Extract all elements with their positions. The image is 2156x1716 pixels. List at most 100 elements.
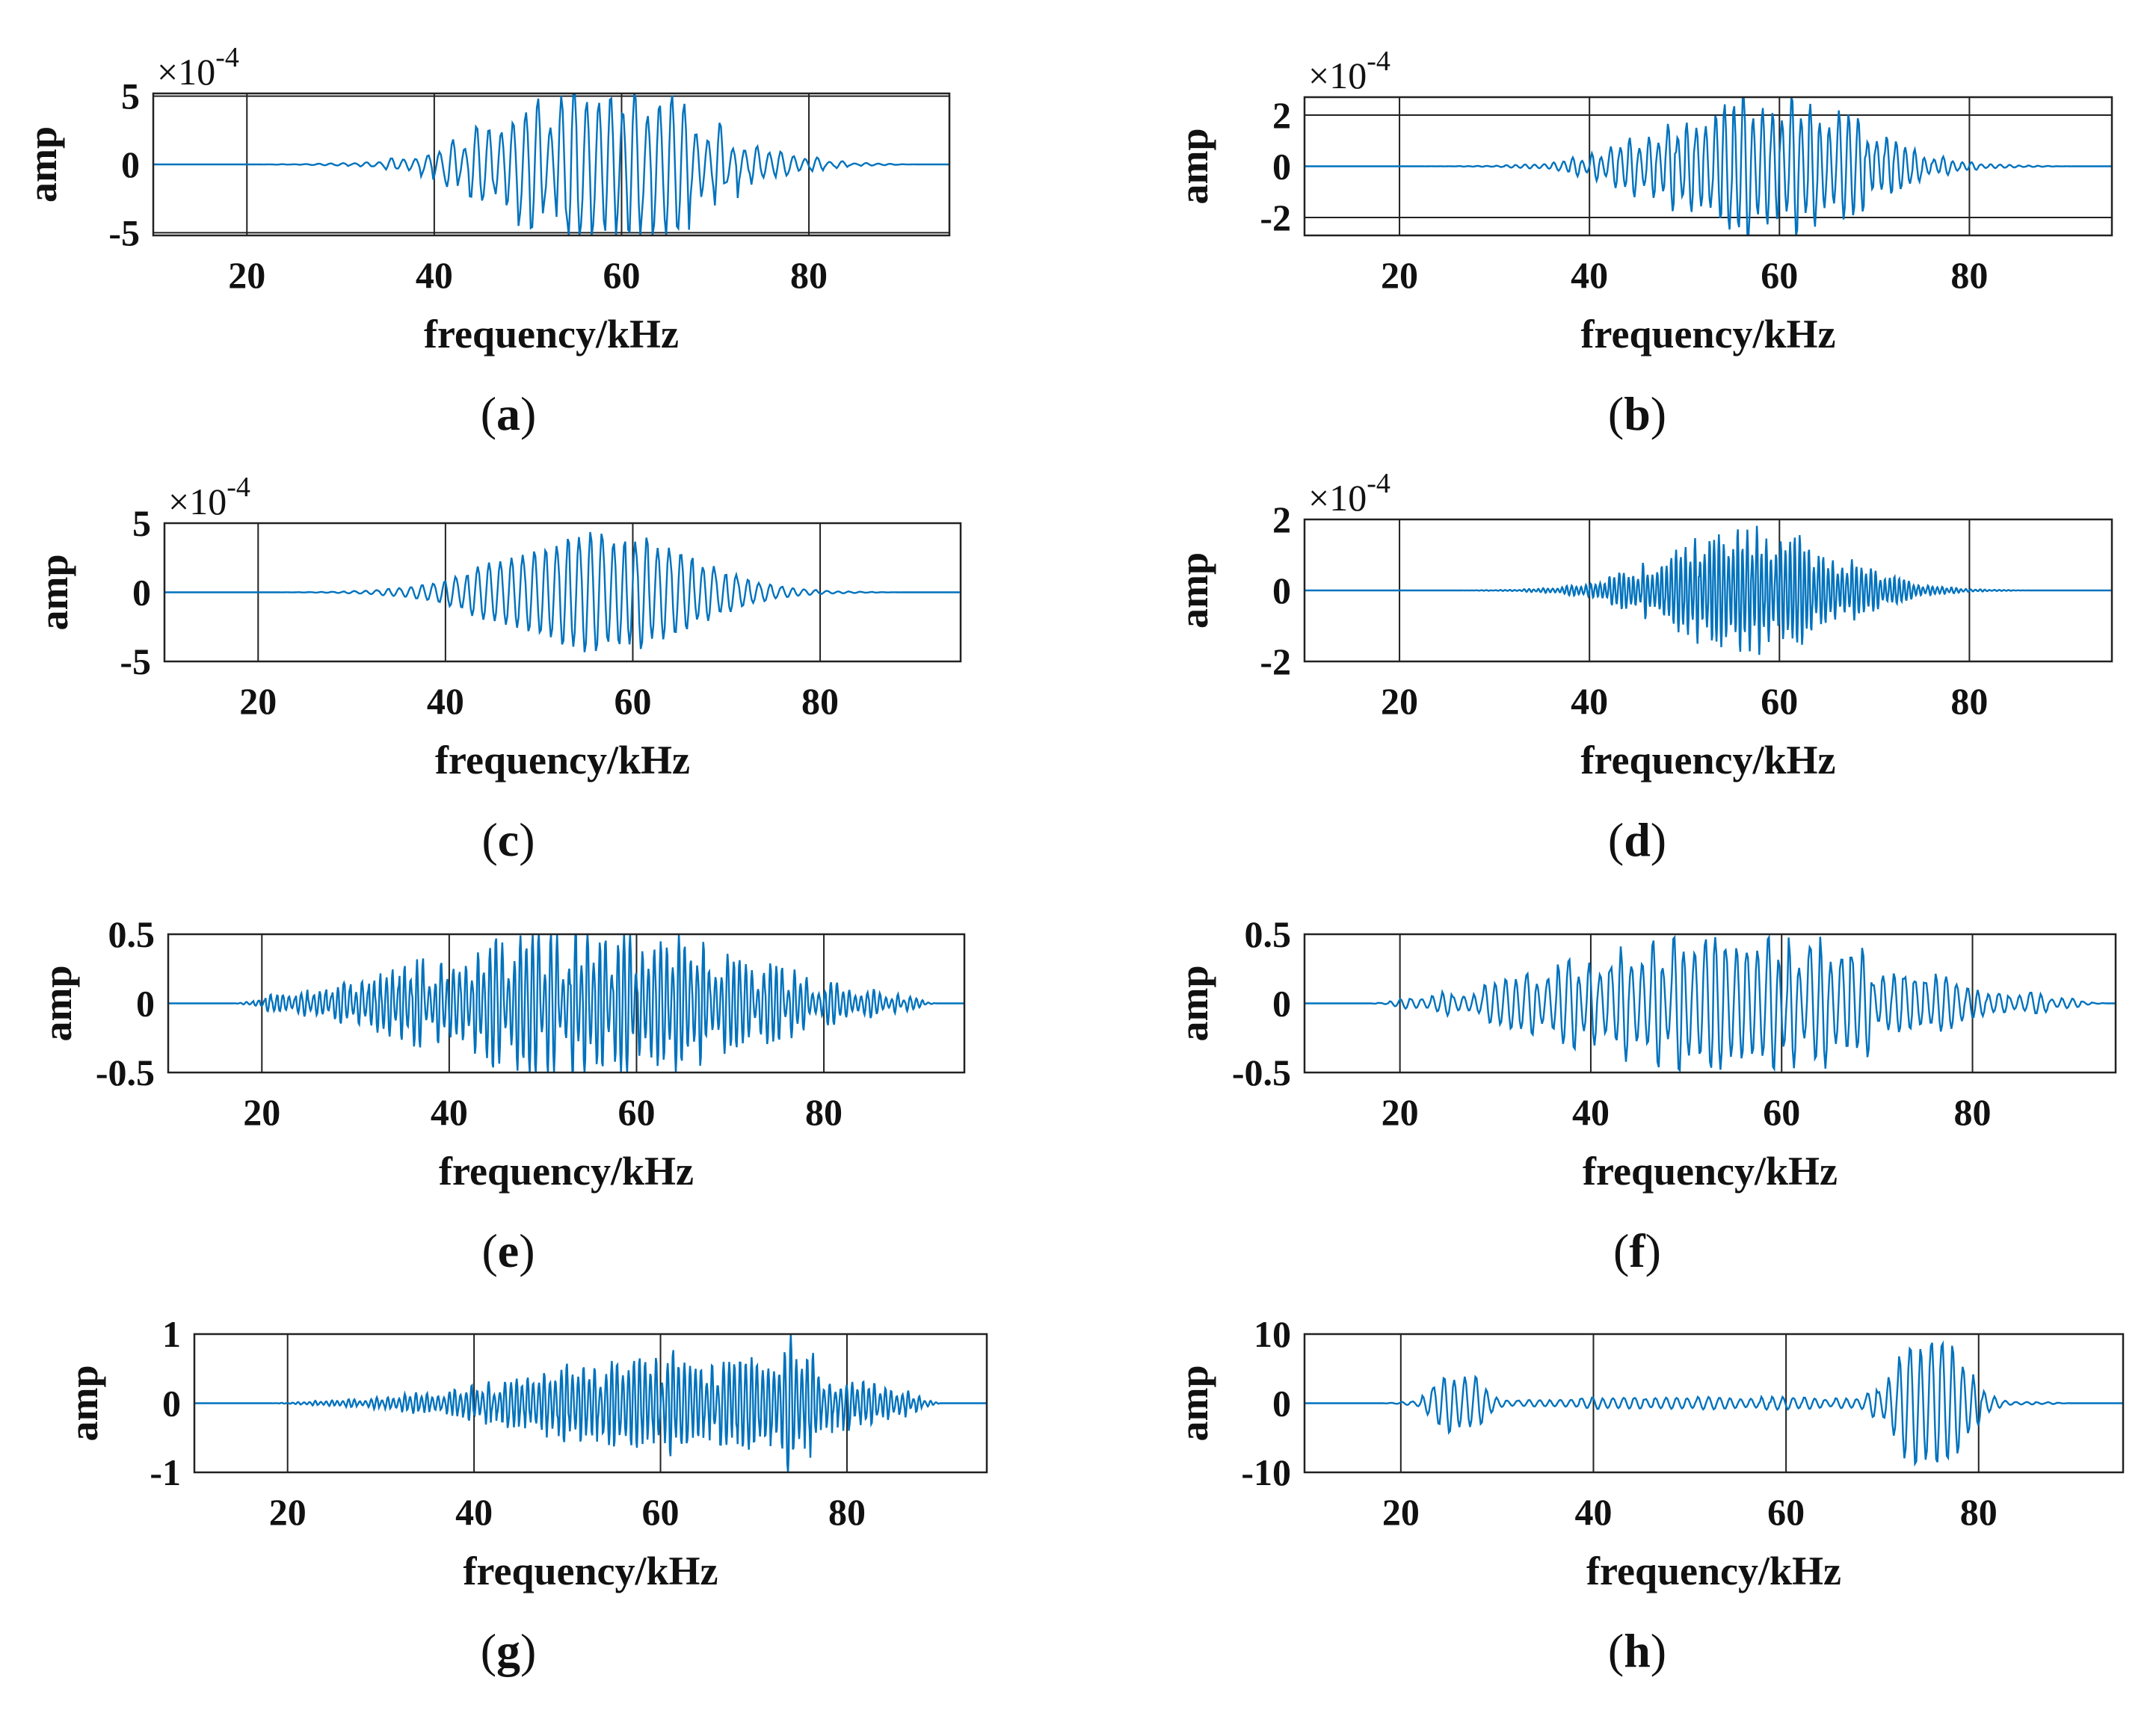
panel-label: (a) [481, 387, 537, 440]
plot-frame [163, 522, 962, 663]
x-axis-label: frequency/kHz [435, 738, 690, 783]
y-tick-label: -1 [150, 1451, 181, 1493]
x-tick-label: 60 [603, 254, 640, 296]
x-tick-label: 20 [243, 1091, 280, 1133]
signal-line-b [1305, 97, 2112, 235]
plot-frame [152, 92, 951, 237]
scale-exponent: -4 [1367, 468, 1390, 499]
panel-label: (f) [1613, 1224, 1661, 1277]
y-tick-label: 0 [1272, 1383, 1291, 1425]
x-tick-label: 60 [614, 680, 651, 722]
x-tick-label: 80 [1960, 1491, 1998, 1533]
x-tick-label: 80 [790, 254, 828, 296]
plot-frame [1303, 518, 2113, 663]
x-tick-label: 80 [828, 1491, 866, 1533]
plot-frame [1303, 96, 2113, 237]
y-tick-label: -0.5 [96, 1052, 155, 1093]
x-tick-label: 20 [1382, 1491, 1420, 1533]
y-tick-label: 0 [162, 1383, 181, 1425]
x-tick-label: 40 [1571, 254, 1608, 296]
x-tick-label: 20 [228, 254, 265, 296]
scale-label: ×10-4 [168, 472, 250, 522]
x-tick-label: 60 [1761, 254, 1798, 296]
x-axis-label: frequency/kHz [439, 1149, 694, 1194]
x-tick-label: 60 [1761, 680, 1798, 722]
x-axis-label: frequency/kHz [1586, 1549, 1841, 1593]
y-axis-label: amp [1171, 552, 1216, 629]
signal-line-e [168, 934, 964, 1072]
x-tick-label: 60 [642, 1491, 680, 1533]
x-tick-label: 40 [1574, 1491, 1612, 1533]
scale-label: ×10-4 [157, 42, 239, 93]
signal-line-a [153, 93, 949, 235]
chart-panel-a: 20 40 60 80 5 0 -5 ×10-4 amp frequency/kHz (a) [20, 42, 951, 440]
x-tick-label: 80 [805, 1091, 843, 1133]
chart-panel-f: 20 40 60 80 0.5 0 -0.5 amp frequency/kHz (f) [1171, 913, 2117, 1277]
y-tick-label: 0 [1272, 570, 1291, 611]
panel-label: (e) [481, 1224, 535, 1277]
x-tick-label: 20 [1382, 1091, 1419, 1133]
x-tick-label: 40 [431, 1091, 468, 1133]
y-tick-label: 5 [121, 75, 140, 117]
y-tick-label: 0.5 [108, 913, 155, 955]
y-axis-label: amp [61, 1365, 106, 1441]
y-tick-label: 5 [132, 502, 151, 544]
y-tick-label: 10 [1254, 1313, 1291, 1355]
chart-panel-g: 20 40 60 80 1 0 -1 amp frequency/kHz (g) [61, 1313, 988, 1677]
x-tick-label: 40 [455, 1491, 493, 1533]
scale-exponent: -4 [1367, 46, 1390, 77]
x-axis-label: frequency/kHz [424, 312, 679, 357]
y-tick-label: 2 [1272, 499, 1291, 540]
plot-frame [1303, 1333, 2125, 1474]
y-tick-label: -5 [120, 641, 151, 682]
scale-exponent: -4 [227, 472, 250, 503]
y-tick-label: 0 [1272, 983, 1291, 1025]
panel-label: (g) [481, 1624, 537, 1677]
y-axis-label: amp [20, 126, 65, 203]
plot-frame [193, 1333, 988, 1474]
y-tick-label: 0 [1272, 146, 1291, 188]
y-tick-label: 1 [162, 1313, 181, 1355]
y-tick-label: 2 [1272, 94, 1291, 136]
x-tick-label: 60 [1763, 1091, 1800, 1133]
y-axis-label: amp [31, 554, 76, 630]
x-tick-label: 80 [801, 680, 839, 722]
y-tick-label: -2 [1260, 641, 1291, 682]
panel-label: (d) [1608, 813, 1666, 866]
x-tick-label: 20 [1381, 680, 1418, 722]
y-axis-label: amp [1171, 965, 1216, 1041]
plot-frame [1303, 933, 2117, 1074]
panel-label: (c) [481, 813, 535, 866]
y-tick-label: -5 [108, 212, 140, 253]
x-tick-label: 40 [416, 254, 453, 296]
chart-panel-e: 20 40 60 80 0.5 0 -0.5 amp frequency/kHz (e) [35, 913, 966, 1277]
plot-frame [167, 933, 966, 1074]
scale-exponent: -4 [215, 42, 239, 73]
y-axis-label: amp [1171, 128, 1216, 204]
y-tick-label: 0 [121, 143, 140, 185]
x-tick-label: 80 [1950, 254, 1988, 296]
x-tick-label: 60 [617, 1091, 655, 1133]
x-tick-label: 80 [1950, 680, 1988, 722]
panel-label: (b) [1608, 387, 1666, 440]
x-tick-label: 20 [269, 1491, 307, 1533]
x-axis-label: frequency/kHz [463, 1549, 718, 1593]
y-tick-label: 0 [136, 983, 155, 1025]
scale-label: ×10-4 [1308, 46, 1390, 96]
signal-line-g [194, 1334, 987, 1472]
panel-label: (h) [1608, 1624, 1666, 1677]
y-axis-label: amp [35, 965, 80, 1041]
signal-line-f [1305, 934, 2116, 1072]
x-axis-label: frequency/kHz [1581, 738, 1836, 783]
scale-label: ×10-4 [1308, 468, 1390, 519]
y-axis-label: amp [1171, 1365, 1216, 1441]
signal-line-c [164, 531, 960, 652]
y-tick-label: 0 [132, 572, 151, 614]
x-tick-label: 40 [1572, 1091, 1610, 1133]
x-axis-label: frequency/kHz [1583, 1149, 1838, 1194]
x-tick-label: 80 [1954, 1091, 1992, 1133]
